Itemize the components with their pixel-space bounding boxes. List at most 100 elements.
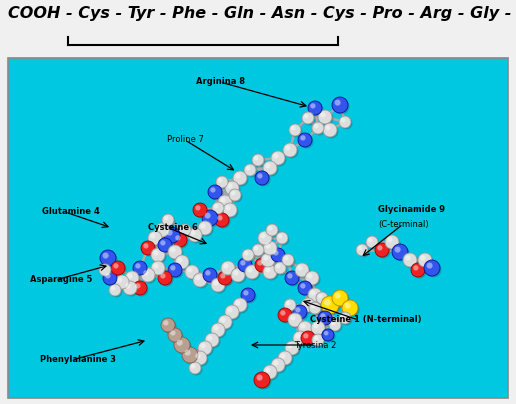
Circle shape <box>260 233 266 238</box>
Circle shape <box>219 316 234 330</box>
Circle shape <box>301 331 315 345</box>
Circle shape <box>295 332 309 347</box>
Circle shape <box>271 248 285 262</box>
Circle shape <box>295 307 309 320</box>
Circle shape <box>205 333 219 347</box>
Circle shape <box>105 273 119 286</box>
Circle shape <box>215 213 229 227</box>
Circle shape <box>206 335 220 349</box>
Circle shape <box>276 232 288 244</box>
Circle shape <box>190 230 196 236</box>
Circle shape <box>255 258 269 272</box>
Circle shape <box>219 273 234 286</box>
Circle shape <box>166 229 182 244</box>
Circle shape <box>153 263 158 269</box>
Circle shape <box>240 260 246 265</box>
Circle shape <box>168 245 182 259</box>
Circle shape <box>150 233 155 238</box>
Circle shape <box>202 210 218 226</box>
Circle shape <box>302 112 314 124</box>
Circle shape <box>222 263 236 276</box>
Circle shape <box>209 187 223 200</box>
Circle shape <box>143 243 149 248</box>
Circle shape <box>420 255 426 261</box>
Circle shape <box>135 283 140 288</box>
Circle shape <box>158 271 172 285</box>
Circle shape <box>100 250 116 266</box>
Circle shape <box>331 320 343 332</box>
Circle shape <box>231 191 243 202</box>
Circle shape <box>153 250 167 263</box>
Circle shape <box>394 246 410 261</box>
Circle shape <box>324 331 329 335</box>
Circle shape <box>263 255 268 261</box>
Circle shape <box>247 267 261 280</box>
Circle shape <box>341 118 352 130</box>
Circle shape <box>133 261 147 275</box>
Circle shape <box>125 283 131 288</box>
Circle shape <box>190 364 202 375</box>
Circle shape <box>387 237 393 242</box>
Circle shape <box>278 234 289 246</box>
Circle shape <box>186 267 201 280</box>
Circle shape <box>324 299 331 306</box>
Circle shape <box>238 258 252 272</box>
Circle shape <box>200 343 205 349</box>
Circle shape <box>257 260 263 265</box>
Circle shape <box>170 330 175 336</box>
Circle shape <box>286 343 300 356</box>
Circle shape <box>283 255 296 267</box>
Circle shape <box>111 261 125 275</box>
Circle shape <box>231 268 245 282</box>
Circle shape <box>321 296 339 314</box>
Circle shape <box>322 297 341 316</box>
Circle shape <box>253 156 266 168</box>
Circle shape <box>377 245 382 250</box>
Circle shape <box>297 265 311 278</box>
Circle shape <box>233 171 247 185</box>
Circle shape <box>103 252 109 259</box>
Circle shape <box>313 323 318 328</box>
Circle shape <box>150 232 164 246</box>
Circle shape <box>331 321 335 326</box>
Circle shape <box>424 260 440 276</box>
Circle shape <box>174 234 188 248</box>
Text: Cysteine 6: Cysteine 6 <box>148 223 198 232</box>
Circle shape <box>310 290 324 303</box>
Circle shape <box>299 322 314 337</box>
Circle shape <box>162 214 174 226</box>
Circle shape <box>174 337 190 353</box>
Circle shape <box>405 255 411 261</box>
Circle shape <box>377 244 391 259</box>
Circle shape <box>285 145 291 151</box>
Circle shape <box>195 353 208 366</box>
Circle shape <box>179 224 191 236</box>
Circle shape <box>223 263 229 269</box>
Circle shape <box>368 238 373 242</box>
Circle shape <box>341 314 352 326</box>
Circle shape <box>317 293 330 305</box>
Circle shape <box>200 223 205 229</box>
Circle shape <box>208 185 222 199</box>
Circle shape <box>313 322 327 337</box>
Circle shape <box>220 273 225 279</box>
Circle shape <box>223 203 237 217</box>
Circle shape <box>142 242 156 257</box>
Circle shape <box>212 202 224 214</box>
Circle shape <box>318 294 322 299</box>
Circle shape <box>278 234 282 238</box>
Circle shape <box>135 263 140 269</box>
Circle shape <box>257 173 263 179</box>
Circle shape <box>300 283 305 288</box>
Circle shape <box>311 304 315 309</box>
Circle shape <box>141 268 155 282</box>
Circle shape <box>227 307 240 320</box>
Circle shape <box>218 315 232 329</box>
Circle shape <box>256 173 270 187</box>
Circle shape <box>333 99 349 114</box>
Circle shape <box>213 280 219 286</box>
Circle shape <box>293 331 307 345</box>
Circle shape <box>304 114 309 118</box>
Circle shape <box>272 360 286 374</box>
Circle shape <box>198 341 212 355</box>
